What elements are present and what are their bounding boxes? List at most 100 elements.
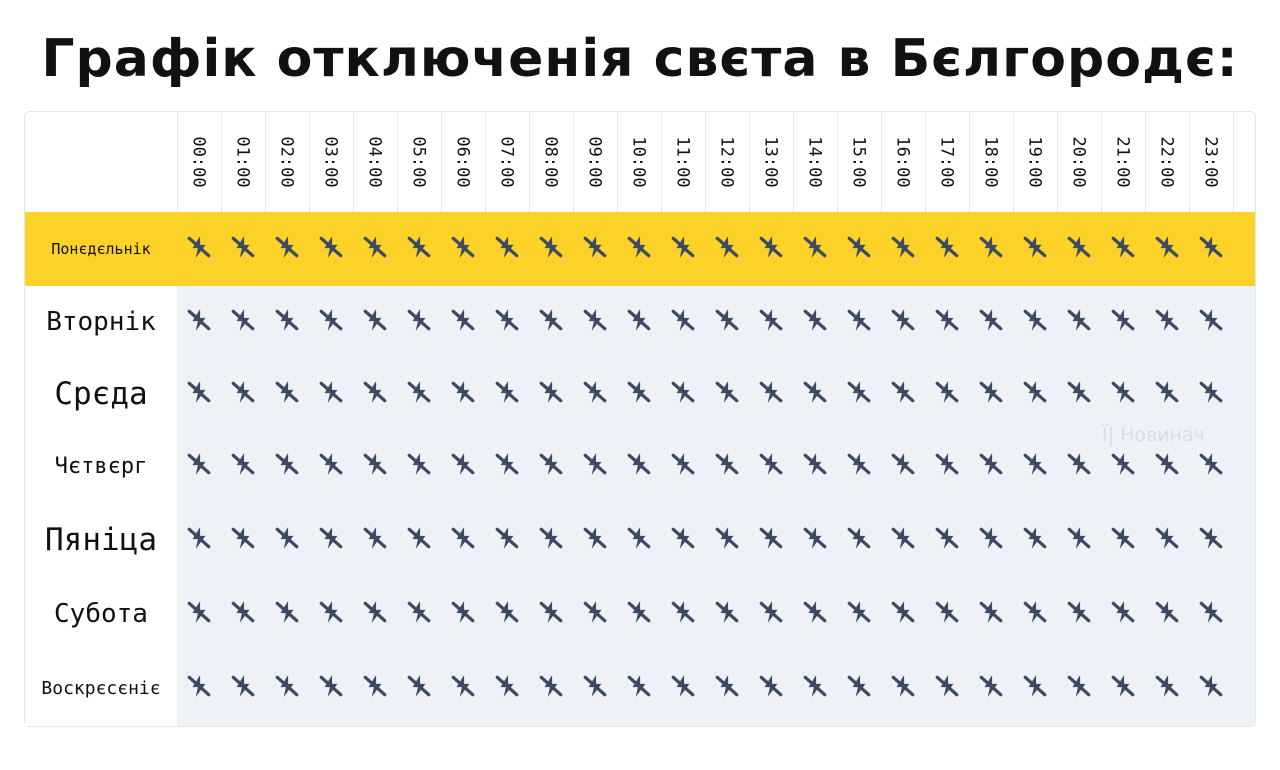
no-power-icon xyxy=(846,525,872,555)
hour-cell xyxy=(397,502,441,577)
no-power-icon xyxy=(230,599,256,629)
no-power-icon xyxy=(846,451,872,481)
hour-cells xyxy=(177,212,1255,286)
hour-header: 04:00 xyxy=(353,112,398,212)
hour-label: 22:00 xyxy=(1157,136,1177,188)
hour-cell xyxy=(397,650,441,726)
no-power-icon xyxy=(450,379,476,409)
no-power-icon xyxy=(1198,673,1224,703)
no-power-icon xyxy=(934,307,960,337)
hour-header: 03:00 xyxy=(309,112,354,212)
hour-cell xyxy=(1057,577,1101,650)
no-power-icon xyxy=(230,525,256,555)
hour-cell xyxy=(573,502,617,577)
no-power-icon xyxy=(1066,379,1092,409)
no-power-icon xyxy=(934,451,960,481)
no-power-icon xyxy=(494,451,520,481)
hour-cell xyxy=(661,430,705,502)
no-power-icon xyxy=(802,307,828,337)
no-power-icon xyxy=(846,673,872,703)
no-power-icon xyxy=(1154,307,1180,337)
hour-cell xyxy=(1101,577,1145,650)
hour-cell xyxy=(441,430,485,502)
no-power-icon xyxy=(274,307,300,337)
hour-cell xyxy=(617,502,661,577)
no-power-icon xyxy=(362,599,388,629)
no-power-icon xyxy=(714,307,740,337)
day-label: Срєда xyxy=(25,357,178,430)
no-power-icon xyxy=(538,451,564,481)
hour-cell xyxy=(221,577,265,650)
hour-label: 01:00 xyxy=(233,136,253,188)
hour-header: 07:00 xyxy=(485,112,530,212)
hour-cell xyxy=(881,357,925,430)
hour-header: 20:00 xyxy=(1057,112,1102,212)
no-power-icon xyxy=(670,451,696,481)
no-power-icon xyxy=(494,673,520,703)
hour-cell xyxy=(353,502,397,577)
no-power-icon xyxy=(626,451,652,481)
hour-cell xyxy=(529,212,573,286)
no-power-icon xyxy=(318,234,344,264)
hour-cell xyxy=(1057,502,1101,577)
hour-cell xyxy=(177,212,221,286)
no-power-icon xyxy=(362,673,388,703)
no-power-icon xyxy=(890,451,916,481)
hour-cell xyxy=(1101,650,1145,726)
no-power-icon xyxy=(626,307,652,337)
no-power-icon xyxy=(934,379,960,409)
hour-label: 11:00 xyxy=(673,136,693,188)
hour-cell xyxy=(485,212,529,286)
hour-cell xyxy=(309,212,353,286)
hour-cell xyxy=(529,430,573,502)
hour-cell xyxy=(309,286,353,357)
day-row: Субота xyxy=(25,577,1255,650)
no-power-icon xyxy=(274,599,300,629)
hour-cell xyxy=(705,286,749,357)
hour-cell xyxy=(749,577,793,650)
hour-cell xyxy=(661,286,705,357)
hour-cell xyxy=(397,212,441,286)
hour-cell xyxy=(925,212,969,286)
hour-cell xyxy=(617,286,661,357)
no-power-icon xyxy=(1154,525,1180,555)
no-power-icon xyxy=(406,234,432,264)
no-power-icon xyxy=(450,525,476,555)
no-power-icon xyxy=(670,379,696,409)
hour-label: 13:00 xyxy=(761,136,781,188)
hour-cell xyxy=(881,212,925,286)
no-power-icon xyxy=(362,234,388,264)
no-power-icon xyxy=(274,525,300,555)
no-power-icon xyxy=(670,234,696,264)
no-power-icon xyxy=(1066,451,1092,481)
no-power-icon xyxy=(758,525,784,555)
hour-cell xyxy=(1013,430,1057,502)
page-title: Графік отключенія свєта в Бєлгородє: xyxy=(41,29,1239,89)
no-power-icon xyxy=(1022,673,1048,703)
no-power-icon xyxy=(582,234,608,264)
no-power-icon xyxy=(406,307,432,337)
no-power-icon xyxy=(230,673,256,703)
hour-cell xyxy=(793,357,837,430)
hour-cell xyxy=(749,286,793,357)
no-power-icon xyxy=(934,234,960,264)
day-row: Пяніца xyxy=(25,502,1255,577)
hour-cell xyxy=(485,577,529,650)
hour-cell xyxy=(221,650,265,726)
hour-cell xyxy=(485,357,529,430)
no-power-icon xyxy=(626,599,652,629)
no-power-icon xyxy=(978,307,1004,337)
no-power-icon xyxy=(582,379,608,409)
hour-cell xyxy=(925,650,969,726)
hour-cells xyxy=(177,650,1255,726)
no-power-icon xyxy=(802,599,828,629)
day-label: Вторнік xyxy=(25,286,178,357)
hour-cell xyxy=(837,577,881,650)
hour-cell xyxy=(265,286,309,357)
no-power-icon xyxy=(890,307,916,337)
hour-cell xyxy=(309,430,353,502)
hour-header: 08:00 xyxy=(529,112,574,212)
hour-header: 16:00 xyxy=(881,112,926,212)
no-power-icon xyxy=(1022,599,1048,629)
hour-label: 07:00 xyxy=(497,136,517,188)
